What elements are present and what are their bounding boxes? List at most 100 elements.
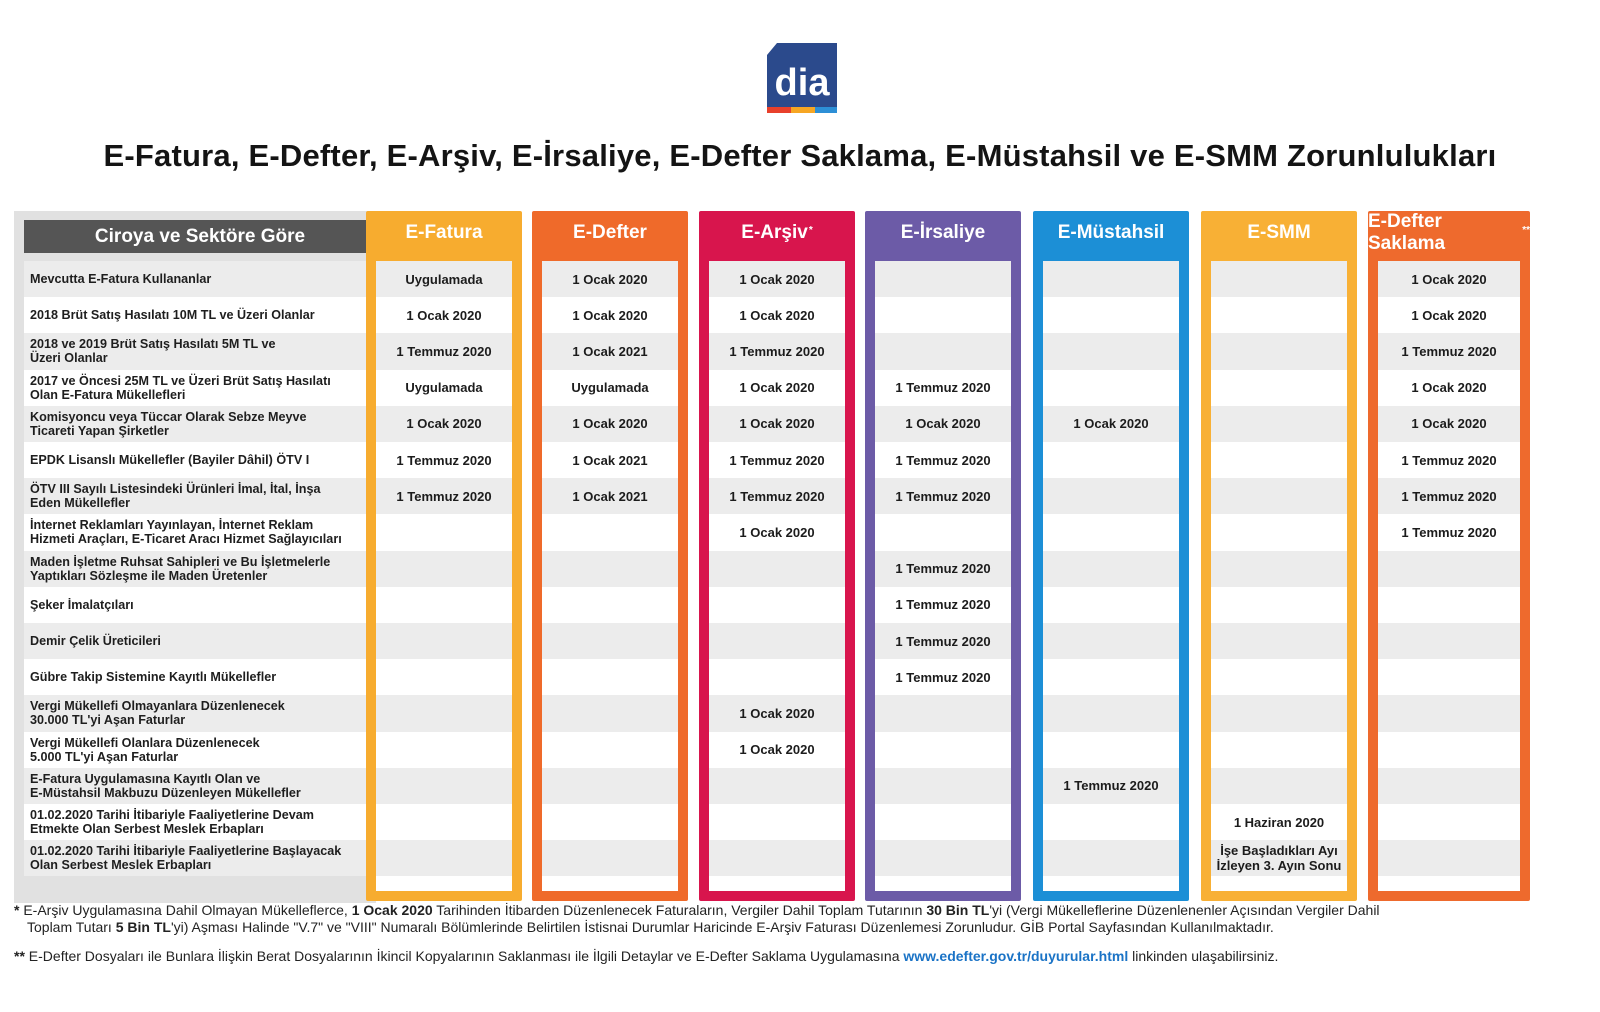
table-cell	[376, 587, 512, 623]
row-label-bg	[24, 695, 376, 732]
table-cell: 1 Ocak 2020	[739, 742, 815, 758]
table-cell: 1 Ocak 2020	[406, 416, 482, 432]
table-cell: 1 Temmuz 2020	[1401, 488, 1497, 504]
row-label: İnternet Reklamları Yayınlayan, İnternet…	[30, 518, 342, 547]
row-band	[542, 695, 678, 732]
edefter-link[interactable]: www.edefter.gov.tr/duyurular.html	[903, 948, 1129, 964]
row-label-bg	[24, 442, 376, 479]
table-cell	[542, 840, 678, 876]
table-cell	[1378, 551, 1520, 587]
table-cell	[542, 551, 678, 587]
row-band	[542, 333, 678, 370]
row-label: Komisyoncu veya Tüccar Olarak Sebze Meyv…	[30, 409, 307, 438]
table-cell: 1 Temmuz 2020	[895, 561, 991, 577]
table-cell	[376, 804, 512, 840]
table-cell	[1378, 695, 1520, 731]
column-body: 1 Haziran 2020 İşe Başladıkları Ayı İzley…	[1211, 261, 1347, 891]
row-band	[1378, 261, 1520, 298]
table-cell	[1043, 261, 1179, 297]
table-cell: 1 Temmuz 2020	[1401, 343, 1497, 359]
row-band	[875, 695, 1011, 732]
table-cell	[1043, 551, 1179, 587]
column-body: 1 Temmuz 2020 1 Ocak 2020 1 Temmuz 2020 1 T…	[875, 261, 1011, 891]
table-cell	[1211, 623, 1347, 659]
column-6: E-Defter Saklama ** 1 Ocak 2020 1 Ocak 2020…	[1368, 211, 1530, 901]
obligations-table: Ciroya ve Sektöre Göre Mevcutta E-Fatura…	[14, 211, 1590, 903]
table-cell: 1 Temmuz 2020	[396, 343, 492, 359]
table-cell	[1211, 514, 1347, 550]
table-cell: 1 Ocak 2020	[572, 271, 648, 287]
row-band	[542, 478, 678, 515]
table-cell	[1211, 370, 1347, 406]
table-cell: 1 Ocak 2020	[739, 271, 815, 287]
table-cell	[1378, 768, 1520, 804]
row-band	[709, 550, 845, 587]
table-cell	[376, 768, 512, 804]
table-cell	[1211, 587, 1347, 623]
table-cell	[542, 587, 678, 623]
column-body: 1 Ocak 2020 1 Ocak 2020 1 Ocak 2021 Uygulam…	[542, 261, 678, 891]
row-band	[542, 550, 678, 587]
footnote-2: ** E-Defter Dosyaları ile Bunlara İlişki…	[14, 948, 1279, 964]
row-band	[1211, 840, 1347, 877]
row-band	[376, 623, 512, 660]
table-cell	[1043, 804, 1179, 840]
table-cell	[875, 297, 1011, 333]
row-band	[709, 261, 845, 298]
footnote-1: * E-Arşiv Uygulamasına Dahil Olmayan Mük…	[14, 902, 1380, 935]
row-band	[875, 478, 1011, 515]
row-band	[1043, 261, 1179, 298]
row-band	[1043, 695, 1179, 732]
row-band	[376, 333, 512, 370]
table-cell	[542, 623, 678, 659]
table-cell: 1 Ocak 2021	[572, 488, 648, 504]
row-band	[709, 333, 845, 370]
table-cell	[1043, 587, 1179, 623]
row-band	[1211, 261, 1347, 298]
table-cell	[1211, 659, 1347, 695]
table-cell	[1043, 514, 1179, 550]
column-header-label: E-İrsaliye	[900, 222, 986, 243]
row-band	[1211, 695, 1347, 732]
table-cell	[709, 659, 845, 695]
row-label-bg	[24, 550, 376, 587]
table-cell: 1 Ocak 2020	[739, 416, 815, 432]
column-header-label: E-Defter	[573, 222, 647, 243]
table-cell	[1211, 406, 1347, 442]
row-label: Şeker İmalatçıları	[30, 597, 134, 612]
table-cell	[875, 261, 1011, 297]
table-cell: 1 Ocak 2020	[905, 416, 981, 432]
row-band	[709, 695, 845, 732]
table-cell: 1 Temmuz 2020	[729, 452, 825, 468]
row-band	[1211, 623, 1347, 660]
page-title: E-Fatura, E-Defter, E-Arşiv, E-İrsaliye,…	[103, 138, 1497, 173]
table-cell	[542, 804, 678, 840]
row-label-header: Ciroya ve Sektöre Göre	[24, 220, 376, 253]
column-header-label: E-SMM	[1247, 222, 1311, 243]
row-band	[1043, 623, 1179, 660]
row-band	[1211, 405, 1347, 442]
row-band	[1211, 550, 1347, 587]
table-cell	[542, 659, 678, 695]
column-0: E-Fatura Uygulamada 1 Ocak 2020 1 Temmuz 20…	[366, 211, 522, 901]
row-band	[875, 767, 1011, 804]
row-band	[1378, 478, 1520, 515]
table-cell	[709, 804, 845, 840]
column-5: E-SMM 1 Haziran 2020 İşe Başladıkları Ayı …	[1201, 211, 1357, 901]
row-label-bg	[24, 623, 376, 660]
table-cell: 1 Ocak 2020	[1411, 380, 1487, 396]
table-cell	[875, 514, 1011, 550]
table-cell	[542, 514, 678, 550]
row-band	[875, 405, 1011, 442]
table-cell	[1043, 478, 1179, 514]
table-cell: 1 Temmuz 2020	[729, 488, 825, 504]
table-cell	[1378, 804, 1520, 840]
table-cell	[542, 695, 678, 731]
column-1: E-Defter 1 Ocak 2020 1 Ocak 2020 1 Ocak 202…	[532, 211, 688, 901]
row-band	[376, 478, 512, 515]
table-cell	[376, 551, 512, 587]
table-cell	[376, 695, 512, 731]
row-label-bg	[24, 804, 376, 841]
table-cell: 1 Ocak 2021	[572, 343, 648, 359]
column-body: 1 Ocak 2020 1 Temmuz 2020	[1043, 261, 1179, 891]
